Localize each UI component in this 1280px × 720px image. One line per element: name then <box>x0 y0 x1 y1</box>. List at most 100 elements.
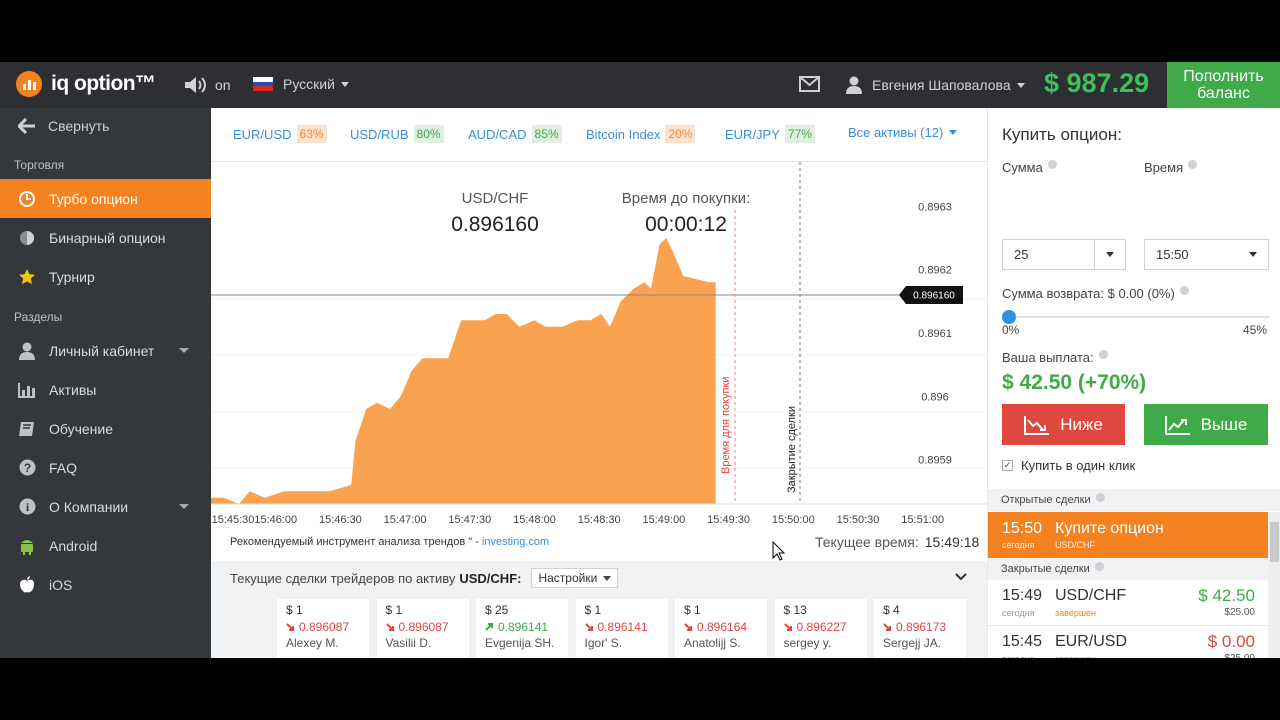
sidebar-item-about[interactable]: i О Компании <box>0 487 211 526</box>
mail-icon[interactable] <box>799 76 820 97</box>
app-window: iq option™ on Русский Евгения Шаповалова… <box>0 62 1280 658</box>
asset-tab[interactable]: AUD/CAD 85% <box>468 125 562 143</box>
y-tick-label: 0.8963 <box>918 201 952 213</box>
arrow-down-icon <box>684 623 692 631</box>
current-time: Текущее время: 15:49:18 <box>815 534 979 550</box>
trader-price-row: 0.896141 <box>485 620 568 634</box>
all-assets-dropdown[interactable]: Все активы (12) <box>848 125 958 140</box>
sidebar-item-binary-option[interactable]: Бинарный опцион <box>0 218 211 257</box>
trader-name: Alexey M. <box>286 636 339 650</box>
asset-pct: 20% <box>665 125 696 143</box>
open-deals-heading: Открытые сделки <box>988 489 1280 511</box>
refund-slider-track[interactable] <box>1008 316 1270 318</box>
traders-panel: Текущие сделки трейдеров по активу USD/C… <box>211 561 987 658</box>
y-tick-label: 0.896 <box>921 391 949 403</box>
deals-scrollbar[interactable] <box>1268 512 1280 658</box>
trader-card: $ 1 0.896087 Alexey M. <box>277 599 369 658</box>
chevron-down-icon <box>1016 82 1025 88</box>
logo-icon <box>16 71 42 97</box>
asset-name: AUD/CAD <box>468 126 527 142</box>
trader-card: $ 1 0.896164 Anatolijj S. <box>675 599 767 658</box>
asset-tab[interactable]: EUR/USD 63% <box>233 125 327 143</box>
collapse-sidebar-button[interactable]: Свернуть <box>0 108 211 144</box>
help-icon[interactable] <box>1188 160 1198 169</box>
chevron-down-icon <box>1249 252 1257 257</box>
deal-bet: $25.00 <box>1224 653 1255 658</box>
x-tick-label: 15:45:30 <box>212 514 255 526</box>
payout-label: Ваша выплата: <box>1002 350 1094 365</box>
deal-day: сегодня <box>1002 654 1035 658</box>
asset-name: Bitcoin Index <box>586 126 661 142</box>
investing-link[interactable]: investing.com <box>481 536 550 548</box>
deposit-button[interactable]: Пополнить баланс <box>1167 62 1280 108</box>
payout-label-wrap: Ваша выплата: <box>1002 350 1108 365</box>
clock-icon <box>18 229 36 247</box>
help-icon[interactable] <box>1179 286 1189 295</box>
trader-card: $ 4 0.896173 Sergejj JA. <box>874 599 966 658</box>
bar-chart-icon <box>18 381 36 399</box>
collapse-chevron-icon[interactable] <box>955 573 967 581</box>
deal-time: 15:50 <box>1002 520 1043 537</box>
scrollbar-thumb[interactable] <box>1270 522 1279 562</box>
refund-slider-handle[interactable] <box>1002 310 1016 324</box>
sidebar-item-account[interactable]: Личный кабинет <box>0 331 211 370</box>
chevron-down-icon <box>949 130 958 135</box>
sidebar-item-tournament[interactable]: Турнир <box>0 257 211 296</box>
trader-price-row: 0.896164 <box>684 620 767 634</box>
svg-text:i: i <box>25 500 29 514</box>
help-icon[interactable] <box>1095 492 1105 502</box>
sidebar-item-ios[interactable]: iOS <box>0 565 211 604</box>
purchase-line-label: Время для покупки <box>720 377 732 474</box>
call-button[interactable]: Выше <box>1144 404 1268 445</box>
help-icon[interactable] <box>1094 561 1104 571</box>
traders-heading-text: Текущие сделки трейдеров по активу <box>230 570 456 586</box>
call-label: Выше <box>1200 414 1248 434</box>
logo[interactable]: iq option™ <box>16 71 156 97</box>
chevron-down-icon[interactable] <box>1106 252 1114 257</box>
put-button[interactable]: Ниже <box>1002 404 1125 445</box>
traders-asset: USD/CHF: <box>459 570 522 586</box>
price-area <box>211 238 716 504</box>
refund-label-wrap: Сумма возврата: $ 0.00 (0%) <box>1002 286 1189 301</box>
payout-value: $ 42.50 (+70%) <box>1002 371 1147 394</box>
chart-panel: EUR/USD 63% USD/RUB 80% AUD/CAD 85% Bitcoin… <box>211 108 987 658</box>
one-click-checkbox[interactable]: ✓ <box>1002 460 1013 471</box>
time-label-wrap: Время <box>1144 160 1198 175</box>
time-select[interactable]: 15:50 <box>1144 239 1269 270</box>
sidebar-item-assets[interactable]: Активы <box>0 370 211 409</box>
sum-label-wrap: Сумма <box>1002 160 1057 175</box>
sum-input[interactable]: 25 <box>1002 239 1126 270</box>
asset-tab[interactable]: Bitcoin Index 20% <box>586 125 696 143</box>
trader-name: Anatolijj S. <box>684 636 741 650</box>
asset-name: USD/RUB <box>350 126 409 142</box>
closed-deal-item[interactable]: 15:45 сегодня EUR/USD завершен $ 0.00 $25.00 <box>988 626 1268 658</box>
asset-tab[interactable]: USD/RUB 80% <box>350 125 444 143</box>
trader-name: Igor' S. <box>584 636 623 650</box>
sound-toggle[interactable]: on <box>184 76 231 94</box>
trader-price: 0.896141 <box>597 620 648 634</box>
help-icon[interactable] <box>1098 350 1108 359</box>
trader-card: $ 1 0.896141 Igor' S. <box>575 599 668 658</box>
user-menu[interactable]: Евгения Шаповалова <box>846 76 1025 94</box>
language-select[interactable]: Русский <box>253 76 349 92</box>
y-tick-label: 0.8959 <box>918 455 952 467</box>
sidebar-item-faq[interactable]: ? FAQ <box>0 448 211 487</box>
open-deals-heading-text: Открытые сделки <box>1001 494 1091 506</box>
help-icon[interactable] <box>1047 160 1057 169</box>
trader-price: 0.896087 <box>398 620 449 634</box>
question-icon: ? <box>18 459 36 477</box>
sidebar-item-turbo-option[interactable]: Турбо опцион <box>0 179 211 218</box>
traders-settings-dropdown[interactable]: Настройки <box>531 568 619 588</box>
sidebar-item-label: FAQ <box>49 459 78 476</box>
open-deal-item[interactable]: 15:50 сегодня Купите опцион USD/CHF <box>988 512 1268 558</box>
sidebar-item-education[interactable]: Обучение <box>0 409 211 448</box>
one-click-option[interactable]: ✓ Купить в один клик <box>1002 458 1135 473</box>
user-icon <box>18 342 36 360</box>
asset-tab[interactable]: EUR/JPY 77% <box>725 125 815 143</box>
speaker-icon <box>185 77 206 93</box>
sidebar-item-android[interactable]: Android <box>0 526 211 565</box>
closed-deal-item[interactable]: 15:49 сегодня USD/CHF завершен $ 42.50 $25.00 <box>988 580 1268 626</box>
book-icon <box>18 420 36 438</box>
deal-asset: USD/CHF <box>1055 587 1127 604</box>
